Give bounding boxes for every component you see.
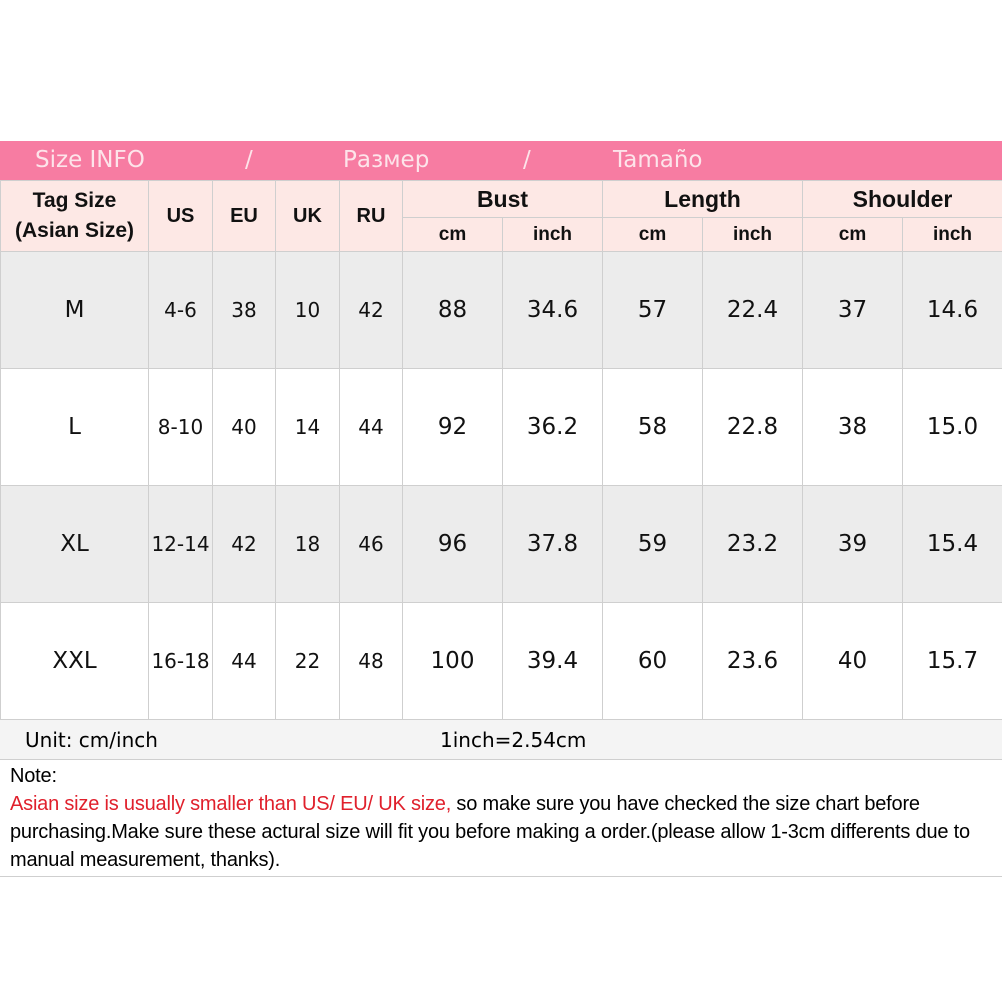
table-cell: XL	[0, 485, 149, 603]
table-cell: 37.8	[502, 485, 603, 603]
table-cell: 57	[602, 251, 703, 369]
header-cm: cm	[802, 217, 903, 252]
banner-sep: /	[523, 147, 531, 173]
header-tag-size: Tag Size (Asian Size)	[0, 180, 149, 252]
header-inch: inch	[901, 217, 1002, 252]
table-cell: 4-6	[148, 251, 213, 369]
table-cell: 48	[339, 602, 403, 720]
header-bust: Bust	[402, 180, 603, 218]
table-cell: M	[0, 251, 149, 369]
table-cell: 42	[212, 485, 276, 603]
table-cell: 22	[275, 602, 340, 720]
size-chart: Size INFO / Размер / Tamaño Tag Size (Asi…	[0, 141, 1002, 877]
table-cell: 40	[802, 602, 903, 720]
table-cell: L	[0, 368, 149, 486]
table-cell: 46	[339, 485, 403, 603]
table-cell: 88	[402, 251, 503, 369]
table-cell: 40	[212, 368, 276, 486]
header-shoulder: Shoulder	[801, 180, 1002, 218]
table-cell: 96	[402, 485, 503, 603]
banner-ru: Размер	[343, 147, 430, 173]
note-title: Note:	[10, 765, 57, 787]
unit-row: Unit: cm/inch 1inch=2.54cm	[0, 720, 1002, 760]
table-cell: 22.4	[702, 251, 803, 369]
table-cell: 23.2	[702, 485, 803, 603]
header-uk: UK	[275, 180, 340, 252]
table-row: M 4-6 38 10 42 88 34.6 57 22.4 37 14.6	[0, 251, 1002, 369]
header-inch: inch	[502, 217, 603, 252]
unit-conversion: 1inch=2.54cm	[440, 728, 587, 752]
header-cm: cm	[602, 217, 703, 252]
banner-es: Tamaño	[613, 147, 703, 173]
table-cell: 15.4	[901, 485, 1002, 603]
table-cell: 23.6	[702, 602, 803, 720]
table-row: L 8-10 40 14 44 92 36.2 58 22.8 38 15.0	[0, 368, 1002, 486]
header-us: US	[148, 180, 213, 252]
table-cell: 36.2	[502, 368, 603, 486]
table-cell: 12-14	[148, 485, 213, 603]
table-cell: 15.7	[901, 602, 1002, 720]
table-cell: 59	[602, 485, 703, 603]
table-cell: 22.8	[702, 368, 803, 486]
table-cell: 14	[275, 368, 340, 486]
table-cell: 58	[602, 368, 703, 486]
header-cm: cm	[402, 217, 503, 252]
table-cell: 15.0	[901, 368, 1002, 486]
note-text: so make sure you have checked the size c…	[10, 793, 970, 871]
table-cell: 34.6	[502, 251, 603, 369]
table-cell: 10	[275, 251, 340, 369]
table-cell: 18	[275, 485, 340, 603]
table-cell: 14.6	[901, 251, 1002, 369]
header-inch: inch	[702, 217, 803, 252]
header-length: Length	[602, 180, 803, 218]
table-cell: 38	[802, 368, 903, 486]
table-cell: 38	[212, 251, 276, 369]
size-info-banner: Size INFO / Размер / Tamaño	[0, 141, 1002, 180]
table-cell: 42	[339, 251, 403, 369]
size-table: Tag Size (Asian Size) US EU UK RU Bust Le…	[0, 180, 1002, 720]
note: Note: Asian size is usually smaller than…	[0, 760, 1002, 877]
table-row: XXL 16-18 44 22 48 100 39.4 60 23.6 40 15.7	[0, 602, 1002, 720]
table-cell: 16-18	[148, 602, 213, 720]
table-cell: 37	[802, 251, 903, 369]
table-cell: 39.4	[502, 602, 603, 720]
table-cell: 44	[212, 602, 276, 720]
banner-en: Size INFO	[35, 147, 145, 173]
table-cell: 39	[802, 485, 903, 603]
table-row: XL 12-14 42 18 46 96 37.8 59 23.2 39 15.4	[0, 485, 1002, 603]
header-eu: EU	[212, 180, 276, 252]
header-ru: RU	[339, 180, 403, 252]
table-cell: 60	[602, 602, 703, 720]
table-cell: 100	[402, 602, 503, 720]
note-warning: Asian size is usually smaller than US/ E…	[10, 793, 452, 815]
table-cell: 8-10	[148, 368, 213, 486]
table-cell: 92	[402, 368, 503, 486]
table-cell: XXL	[0, 602, 149, 720]
banner-sep: /	[245, 147, 253, 173]
table-cell: 44	[339, 368, 403, 486]
unit-label: Unit: cm/inch	[25, 728, 158, 752]
